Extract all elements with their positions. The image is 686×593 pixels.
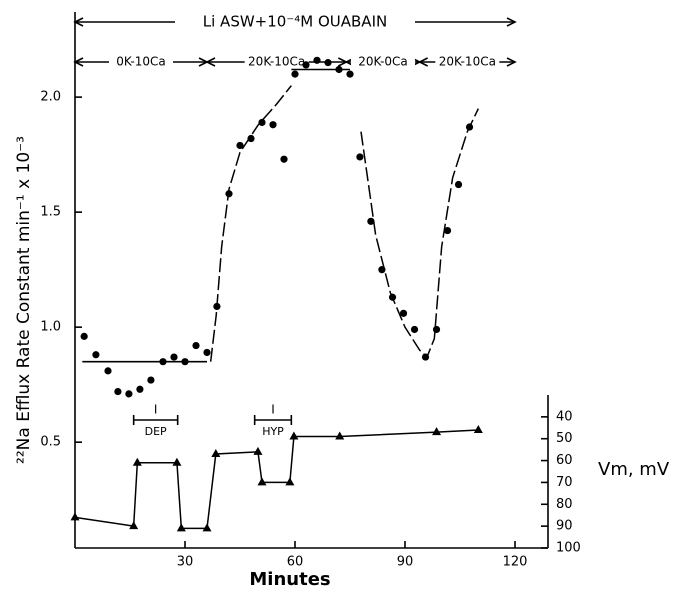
series-line bbox=[360, 108, 480, 359]
y2-tick-label: 90 bbox=[556, 519, 573, 534]
chart-title: Li ASW+10⁻⁴M OUABAIN bbox=[203, 13, 387, 31]
x-tick-label: 120 bbox=[503, 555, 528, 570]
data-point bbox=[181, 358, 189, 366]
title-arrow-head bbox=[506, 17, 517, 27]
segment-bg bbox=[109, 54, 173, 70]
data-point bbox=[291, 70, 299, 78]
data-point bbox=[258, 118, 266, 127]
y2-tick-label: 60 bbox=[556, 453, 573, 468]
data-point bbox=[257, 477, 267, 486]
data-point bbox=[335, 65, 343, 74]
data-point bbox=[192, 341, 200, 350]
data-point bbox=[253, 446, 263, 455]
y2-tick-label: 80 bbox=[556, 497, 573, 512]
data-point bbox=[92, 351, 100, 359]
series-line bbox=[209, 85, 292, 362]
data-point bbox=[104, 367, 112, 375]
data-point bbox=[172, 457, 182, 466]
data-point bbox=[346, 70, 354, 78]
data-point bbox=[147, 376, 155, 384]
segment-label: 20K-10Ca bbox=[439, 55, 496, 69]
pulse-label: DEP bbox=[145, 425, 167, 438]
data-point bbox=[211, 449, 221, 458]
data-point bbox=[80, 332, 88, 340]
y2-tick-label: 40 bbox=[556, 409, 573, 424]
data-point bbox=[473, 424, 483, 433]
data-point bbox=[285, 477, 295, 486]
data-point bbox=[70, 512, 80, 521]
data-point bbox=[302, 61, 310, 69]
data-point bbox=[410, 325, 419, 334]
segment-arrow-head bbox=[506, 57, 517, 67]
data-point bbox=[247, 134, 255, 143]
y-axis-label: ²²Na Efflux Rate Constant min⁻¹ x 10⁻³ bbox=[14, 136, 34, 464]
data-point bbox=[432, 427, 442, 436]
data-point bbox=[202, 523, 212, 532]
data-point bbox=[170, 353, 178, 361]
data-point bbox=[443, 226, 452, 235]
x-tick-label: 30 bbox=[177, 555, 194, 570]
y2-tick-label: 50 bbox=[556, 431, 573, 446]
x-tick-label: 60 bbox=[287, 555, 304, 570]
y2-axis-label: Vm, mV bbox=[598, 459, 670, 480]
data-point bbox=[176, 523, 186, 532]
data-point bbox=[125, 390, 133, 398]
data-point bbox=[367, 217, 375, 225]
y-tick-label: 2.0 bbox=[40, 90, 61, 105]
title-arrow-head bbox=[73, 17, 84, 27]
segment-label: 0K-10Ca bbox=[116, 55, 166, 69]
y2-tick-label: 70 bbox=[556, 475, 573, 490]
data-point bbox=[114, 387, 122, 396]
data-point bbox=[132, 457, 142, 466]
data-point bbox=[136, 385, 144, 393]
x-tick-label: 90 bbox=[397, 555, 414, 570]
segment-bg bbox=[244, 54, 309, 70]
segment-arrow-head bbox=[73, 57, 84, 67]
data-point bbox=[236, 141, 244, 150]
data-point bbox=[203, 348, 211, 357]
series-line bbox=[74, 429, 479, 530]
data-point bbox=[432, 325, 441, 334]
y2-tick-label: 100 bbox=[556, 541, 581, 556]
pulse-mark: I bbox=[271, 403, 275, 417]
data-point bbox=[399, 309, 408, 317]
data-point bbox=[159, 358, 167, 366]
data-point bbox=[335, 431, 345, 440]
segment-label: 20K-10Ca bbox=[248, 55, 305, 69]
segment-bg bbox=[435, 54, 500, 70]
pulse-mark: I bbox=[154, 403, 158, 417]
segment-arrow-head bbox=[205, 57, 216, 67]
data-point bbox=[356, 153, 364, 161]
data-point bbox=[289, 431, 299, 440]
title-bg bbox=[175, 12, 415, 32]
y-tick-label: 1.0 bbox=[40, 320, 61, 335]
data-point bbox=[269, 121, 277, 129]
data-point bbox=[129, 521, 139, 530]
y-tick-label: 1.5 bbox=[40, 205, 61, 220]
pulse-label: HYP bbox=[262, 425, 284, 438]
segment-label: 20K-0Ca bbox=[358, 55, 408, 69]
x-axis-label: Minutes bbox=[249, 569, 330, 590]
data-point bbox=[454, 180, 463, 189]
data-point bbox=[324, 59, 332, 67]
segment-arrow-head bbox=[417, 57, 429, 67]
segment-bg bbox=[351, 54, 415, 70]
data-point bbox=[280, 155, 288, 163]
y-tick-label: 0.5 bbox=[40, 435, 61, 450]
data-point bbox=[313, 56, 321, 64]
